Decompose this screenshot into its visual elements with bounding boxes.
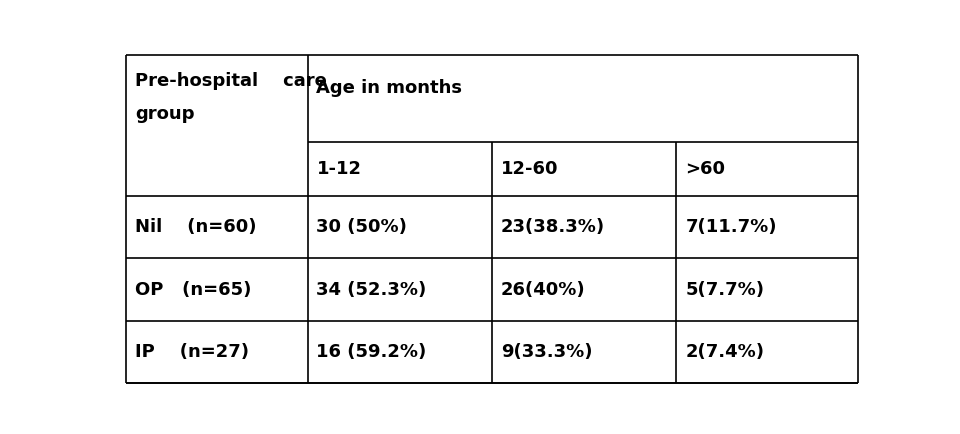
Text: OP   (n=65): OP (n=65) — [134, 281, 252, 299]
Text: 12-60: 12-60 — [501, 160, 559, 178]
Text: Nil    (n=60): Nil (n=60) — [134, 218, 256, 237]
Text: 2(7.4%): 2(7.4%) — [685, 343, 764, 361]
Text: group: group — [134, 105, 194, 123]
Text: 30 (50%): 30 (50%) — [317, 218, 407, 237]
Text: 9(33.3%): 9(33.3%) — [501, 343, 592, 361]
Text: IP    (n=27): IP (n=27) — [134, 343, 249, 361]
Text: Age in months: Age in months — [317, 79, 463, 97]
Text: Pre-hospital    care: Pre-hospital care — [134, 72, 326, 90]
Text: 34 (52.3%): 34 (52.3%) — [317, 281, 426, 299]
Text: 5(7.7%): 5(7.7%) — [685, 281, 764, 299]
Text: 1-12: 1-12 — [317, 160, 361, 178]
Text: 23(38.3%): 23(38.3%) — [501, 218, 605, 237]
Text: >60: >60 — [685, 160, 726, 178]
Text: 7(11.7%): 7(11.7%) — [685, 218, 777, 237]
Text: 26(40%): 26(40%) — [501, 281, 586, 299]
Text: 16 (59.2%): 16 (59.2%) — [317, 343, 426, 361]
